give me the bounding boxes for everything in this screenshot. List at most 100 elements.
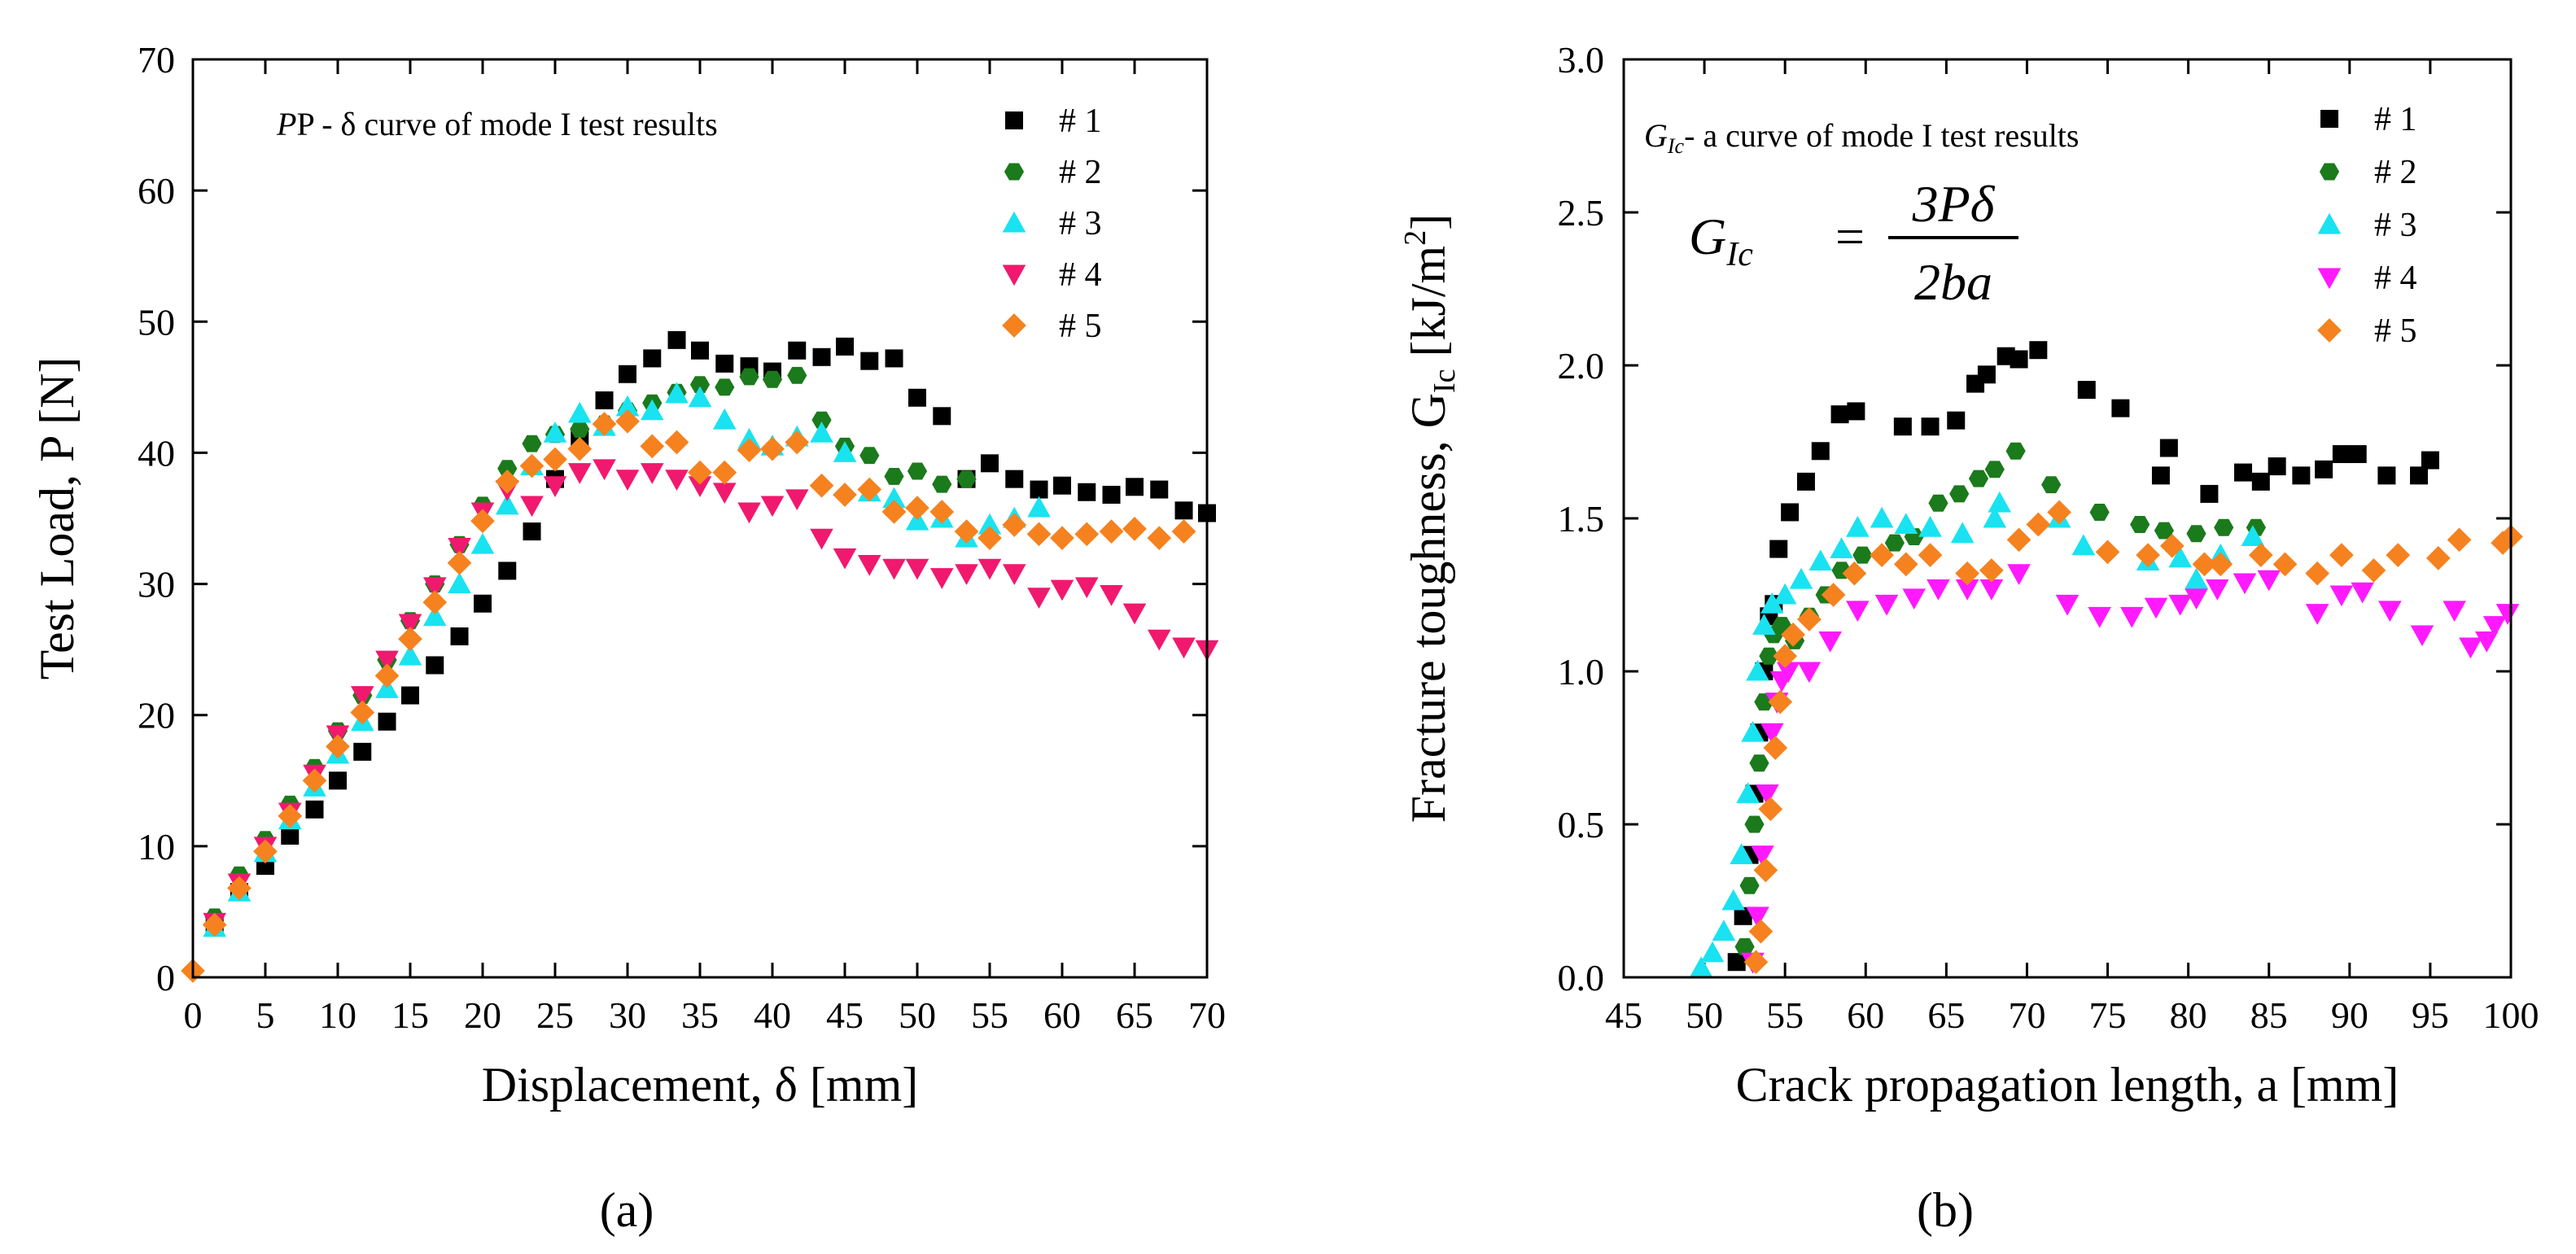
data-point: [977, 558, 1002, 580]
data-point: [2443, 601, 2466, 623]
data-point: [1751, 845, 1774, 867]
data-point: [1759, 647, 1779, 665]
legend-marker: [1002, 313, 1026, 338]
data-point: [857, 554, 881, 576]
legend-label: # 5: [1059, 308, 1102, 345]
data-point: [2378, 601, 2402, 623]
data-point: [836, 337, 854, 356]
data-point: [2268, 457, 2286, 476]
plot-frame: [191, 58, 1209, 979]
data-point: [1846, 515, 1870, 537]
data-point: [1979, 579, 2004, 601]
data-point: [1171, 519, 1196, 544]
y-axis-title: Fracture toughness, GIc [kJ/m2]: [1398, 214, 1462, 823]
x-tick-label: 65: [1116, 994, 1153, 1036]
x-tick-label: 25: [536, 994, 574, 1036]
data-point: [470, 532, 495, 554]
data-point: [1150, 480, 1169, 499]
data-point: [1846, 601, 1870, 623]
data-point: [712, 483, 737, 505]
x-tick-label: 45: [1605, 994, 1642, 1036]
data-point: [2315, 460, 2333, 478]
data-point: [739, 368, 759, 386]
panel-label-a: (a): [600, 1183, 654, 1237]
data-point: [1002, 564, 1026, 585]
data-point: [2361, 558, 2386, 583]
data-point: [810, 421, 833, 443]
data-point: [881, 500, 907, 524]
data-point: [2088, 606, 2111, 628]
formula-numerator: 3Pδ: [1912, 175, 1996, 233]
y-axis-title-main: Fracture toughness, G: [1402, 393, 1455, 823]
data-point: [2410, 466, 2429, 485]
data-point: [664, 430, 689, 455]
data-point: [1100, 585, 1123, 606]
data-point: [2130, 516, 2150, 533]
legend-label: # 4: [2374, 260, 2417, 297]
legend-label: # 5: [2374, 312, 2417, 350]
data-point: [448, 538, 471, 559]
data-point: [567, 401, 592, 423]
data-point: [1689, 956, 1713, 978]
data-point: [495, 493, 519, 515]
data-point: [2447, 527, 2472, 553]
data-point: [497, 460, 518, 478]
data-point: [1050, 579, 1074, 601]
annotation-rest: - a curve of mode I test results: [1684, 117, 2079, 154]
data-point: [2377, 466, 2396, 485]
data-point: [2077, 381, 2096, 400]
data-point: [1126, 478, 1144, 496]
x-axis-title: Crack propagation length, a [mm]: [1736, 1058, 2399, 1112]
data-point: [908, 388, 926, 407]
legend-label: # 2: [2374, 154, 2417, 191]
data-point: [860, 352, 879, 370]
series-2: [1734, 442, 2266, 955]
y-tick-labels: 0.0 0.5 1.0 1.5 2.0 2.5 3.0: [1558, 39, 1605, 998]
data-point: [1949, 485, 1970, 503]
data-point: [857, 477, 882, 502]
series-4: [1741, 564, 2520, 974]
data-point: [2351, 582, 2374, 604]
data-point: [2185, 588, 2208, 610]
data-point: [543, 447, 567, 472]
series-1: [205, 330, 1216, 934]
data-point: [833, 548, 857, 570]
data-point: [929, 500, 955, 524]
data-point: [595, 391, 614, 409]
x-tick-label: 20: [464, 994, 501, 1036]
x-tick-label: 30: [609, 994, 646, 1036]
data-point: [1727, 953, 1746, 972]
data-point: [1789, 567, 1813, 589]
data-point: [593, 459, 616, 481]
y-tick-label: 20: [138, 695, 175, 736]
y-tick-label: 60: [138, 170, 175, 212]
data-point: [1921, 417, 1940, 436]
data-point: [2168, 546, 2193, 568]
x-tick-label: 45: [826, 994, 864, 1036]
data-point: [2248, 543, 2273, 567]
data-point: [1074, 522, 1100, 547]
legend-label: # 2: [1059, 154, 1102, 191]
data-point: [905, 558, 929, 580]
data-point: [522, 435, 542, 452]
data-point: [615, 470, 640, 491]
data-point: [1752, 614, 1776, 636]
data-point: [1918, 543, 1943, 567]
data-point: [2111, 399, 2130, 417]
data-point: [2151, 466, 2170, 485]
data-point: [640, 399, 664, 421]
data-point: [689, 376, 711, 394]
data-point: [2007, 564, 2031, 585]
data-point: [665, 382, 689, 404]
data-point: [1739, 876, 1760, 894]
legend-label: # 1: [1059, 103, 1102, 140]
data-point: [1984, 461, 2005, 478]
data-point: [760, 496, 785, 518]
data-point: [1830, 405, 1849, 424]
data-point: [640, 434, 665, 459]
data-point: [933, 407, 951, 426]
data-point: [1773, 644, 1798, 669]
annotation-var: P: [276, 106, 296, 142]
data-point: [1797, 662, 1822, 684]
x-tick-label: 0: [184, 994, 203, 1036]
